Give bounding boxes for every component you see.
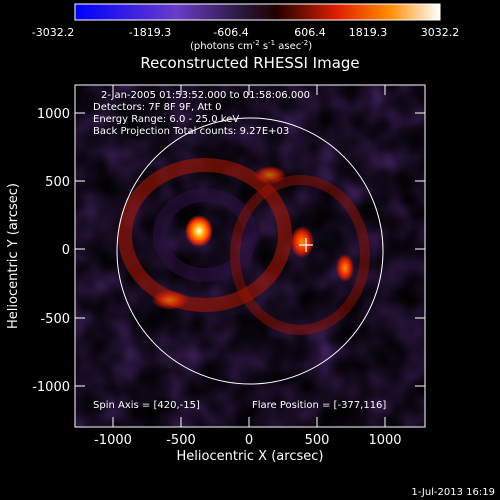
colorbar-ticks: -3032.2 -1819.3 -606.4 606.4 1819.3 3032… [32, 26, 459, 39]
y-axis-label: Heliocentric Y (arcsec) [6, 183, 21, 329]
info-line: Detectors: 7F 8F 9F, Att 0 [93, 102, 221, 113]
x-tick-label: 500 [305, 433, 330, 448]
y-tick-label: -1000 [32, 380, 70, 395]
observation-info: 2-Jan-2005 01:53:52.000 to 01:58:06.000 … [93, 90, 310, 137]
colorbar-tick: -606.4 [213, 26, 248, 39]
colorbar [74, 3, 441, 21]
y-tick-label: 500 [45, 175, 70, 190]
colorbar-tick: -3032.2 [32, 26, 74, 39]
x-axis-ticks [112, 85, 386, 427]
spin-axis-marker [299, 238, 313, 252]
plot-frame [74, 84, 426, 428]
y-tick-labels: 1000 500 0 -500 -1000 [32, 107, 70, 395]
y-tick-label: 0 [62, 243, 70, 258]
x-axis-label: Heliocentric X (arcsec) [177, 449, 324, 464]
y-tick-label: 1000 [37, 107, 70, 122]
spin-axis-label: Spin Axis = [420,-15] [93, 400, 200, 411]
x-tick-label: -500 [166, 433, 196, 448]
x-tick-label: 0 [245, 433, 253, 448]
x-tick-labels: -1000 -500 0 500 1000 [94, 433, 401, 448]
x-tick-label: -1000 [94, 433, 132, 448]
solar-limb-circle [116, 117, 384, 385]
flare-position-label: Flare Position = [-377,116] [252, 400, 386, 411]
info-line: Energy Range: 6.0 - 25.0 keV [93, 114, 239, 125]
y-axis-ticks [75, 112, 425, 387]
colorbar-tick: 606.4 [294, 26, 326, 39]
flare-source [185, 215, 213, 247]
colorbar-tick: -1819.3 [129, 26, 171, 39]
footer-date: 1-Jul-2013 16:19 [411, 487, 495, 498]
info-line: 2-Jan-2005 01:53:52.000 to 01:58:06.000 [101, 90, 310, 101]
rhessi-image [75, 85, 425, 427]
y-tick-label: -500 [40, 312, 70, 327]
colorbar-tick: 1819.3 [349, 26, 388, 39]
x-tick-label: 1000 [368, 433, 401, 448]
colorbar-units: (photons cm-2 s-1 asec-2) [190, 39, 312, 52]
plot-title: Reconstructed RHESSI Image [140, 54, 359, 72]
info-line: Back Projection Total counts: 9.27E+03 [93, 126, 289, 137]
colorbar-tick: 3032.2 [421, 26, 460, 39]
